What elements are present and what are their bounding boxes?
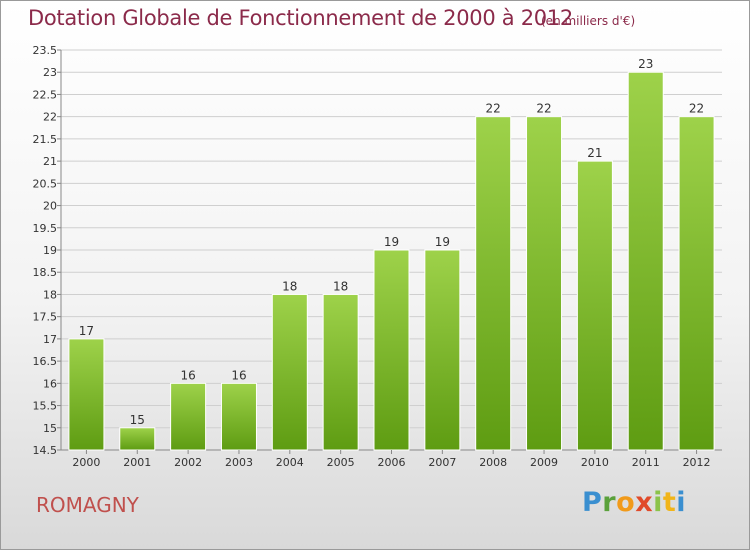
x-tick-label: 2007 (428, 456, 456, 469)
value-label: 22 (689, 102, 704, 116)
y-tick-label: 22.5 (33, 88, 58, 101)
y-tick-label: 19 (43, 244, 57, 257)
x-tick-label: 2010 (581, 456, 609, 469)
y-tick-label: 20 (43, 200, 57, 213)
x-tick-label: 2012 (683, 456, 711, 469)
commune-name: ROMAGNY (36, 493, 139, 517)
value-label: 15 (130, 413, 145, 427)
logo-letter: i (653, 487, 663, 518)
value-label: 18 (282, 279, 297, 293)
y-tick-label: 17 (43, 333, 57, 346)
logo-letter: P (582, 487, 603, 518)
bar (271, 293, 308, 451)
value-label: 19 (384, 235, 399, 249)
y-tick-label: 22 (43, 111, 57, 124)
x-tick-label: 2000 (72, 456, 100, 469)
proxiti-logo[interactable]: Proxiti (582, 487, 686, 518)
y-tick-label: 20.5 (33, 177, 58, 190)
chart-title: Dotation Globale de Fonctionnement de 20… (28, 6, 573, 30)
y-tick-label: 15.5 (33, 400, 58, 413)
bar (322, 293, 359, 451)
bar (576, 160, 613, 451)
bar (526, 116, 563, 451)
logo-letter: r (602, 487, 617, 518)
y-tick-label: 18 (43, 288, 57, 301)
x-tick-label: 2011 (632, 456, 660, 469)
bars (68, 71, 715, 451)
x-tick-label: 2009 (530, 456, 558, 469)
logo-letter: x (635, 487, 654, 518)
x-tick-label: 2008 (479, 456, 507, 469)
x-tick-label: 2002 (174, 456, 202, 469)
x-tick-labels: 2000 2001 2002 2003 2004 2005 2006 2007 2008 2009… (72, 450, 711, 469)
x-tick-label: 2001 (123, 456, 151, 469)
value-label: 16 (231, 368, 246, 382)
value-label: 21 (587, 146, 602, 160)
bar (68, 338, 105, 451)
y-tick-label: 14.5 (33, 444, 58, 457)
value-label: 23 (638, 57, 653, 71)
y-tick-label: 16 (43, 377, 57, 390)
logo-letter: t (662, 487, 677, 518)
chart-subtitle: (en milliers d'€) (541, 14, 636, 28)
bar (220, 382, 257, 451)
value-label: 16 (180, 368, 195, 382)
value-labels: 17 15 16 16 18 18 19 19 22 22 21 23 22 (79, 57, 704, 427)
y-tick-label: 23.5 (33, 44, 58, 57)
y-tick-label: 21.5 (33, 133, 58, 146)
bar (170, 382, 207, 451)
value-label: 22 (486, 102, 501, 116)
x-tick-label: 2005 (327, 456, 355, 469)
y-tick-label: 19.5 (33, 222, 58, 235)
y-tick-label: 18.5 (33, 266, 58, 279)
y-tick-label: 23 (43, 66, 57, 79)
value-label: 22 (536, 102, 551, 116)
y-tick-label: 17.5 (33, 311, 58, 324)
y-tick-label: 15 (43, 422, 57, 435)
bar (627, 71, 664, 451)
logo-letter: i (676, 487, 687, 518)
y-tick-label: 16.5 (33, 355, 58, 368)
bar (119, 427, 156, 451)
logo-letter: o (616, 487, 636, 518)
x-tick-label: 2004 (276, 456, 304, 469)
value-label: 18 (333, 279, 348, 293)
value-label: 17 (79, 324, 94, 338)
value-label: 19 (435, 235, 450, 249)
bar (678, 116, 715, 451)
bar (475, 116, 512, 451)
y-tick-label: 21 (43, 155, 57, 168)
x-tick-label: 2003 (225, 456, 253, 469)
x-tick-label: 2006 (378, 456, 406, 469)
y-tick-labels: 14.5 15 15.5 16 16.5 17 17.5 18 18.5 19 19.5 20 20.5… (33, 44, 58, 457)
bar (424, 249, 461, 451)
bar (373, 249, 410, 451)
